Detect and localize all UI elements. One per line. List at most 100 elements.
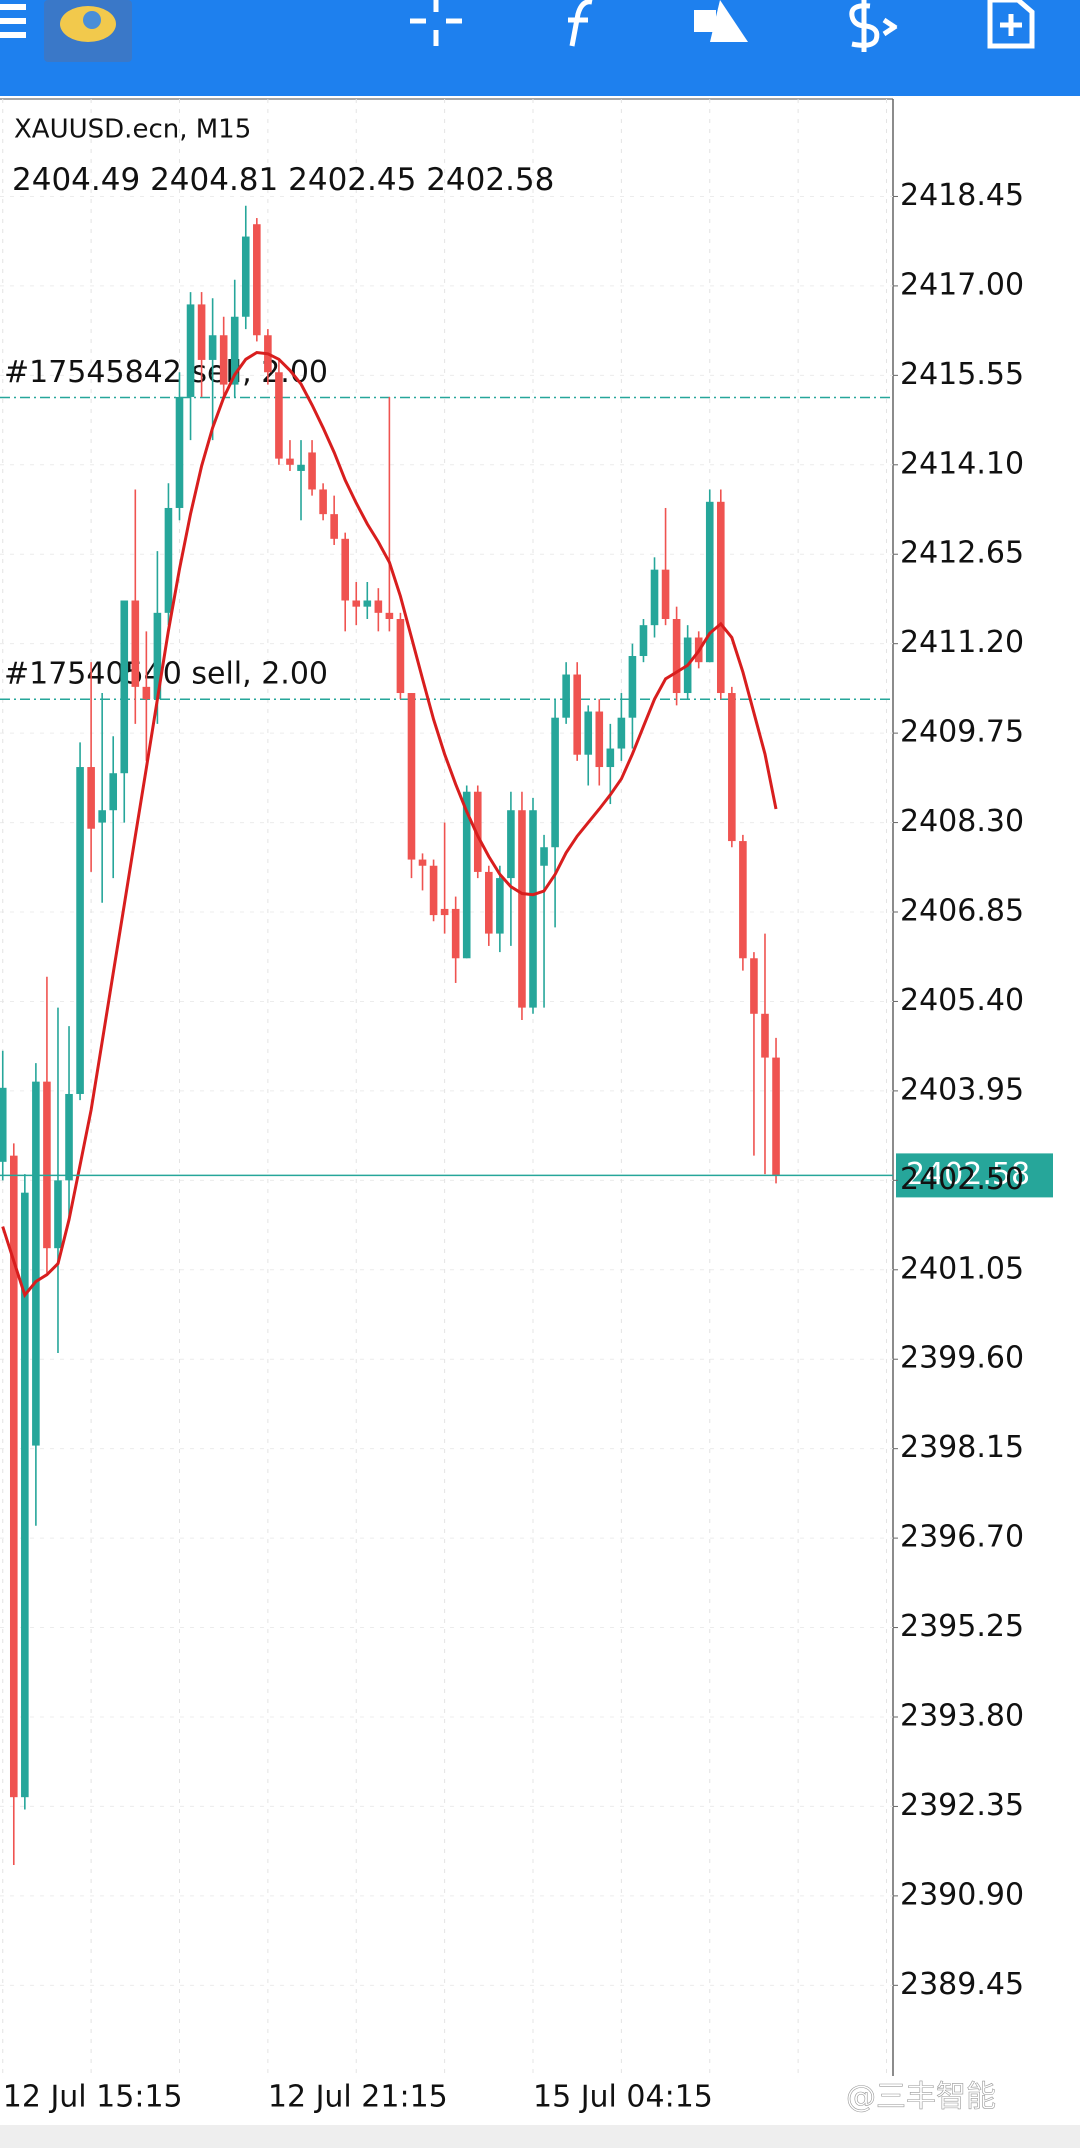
candle-body — [518, 810, 526, 1008]
y-tick-label: 2403.95 — [900, 1072, 1024, 1107]
candle-body — [739, 841, 747, 959]
y-tick-label: 2417.00 — [900, 267, 1024, 302]
overlay: 2402.58 — [0, 1153, 1053, 1198]
candle-body — [109, 773, 118, 811]
candle-body — [440, 908, 449, 916]
candle-body — [595, 711, 604, 768]
candle-body — [241, 236, 250, 317]
candle-body — [617, 717, 626, 749]
y-tick-label: 2402.50 — [900, 1162, 1024, 1197]
candle-body — [32, 1081, 40, 1446]
candle-body — [330, 514, 338, 539]
candle-body — [529, 810, 537, 1008]
candle-body — [639, 625, 648, 657]
indicators-button[interactable] — [568, 0, 593, 47]
y-tick-label: 2412.65 — [900, 536, 1024, 571]
candle-body — [120, 600, 129, 774]
crosshair-button[interactable] — [410, 0, 462, 46]
y-tick-label: 2408.30 — [900, 804, 1024, 839]
candle-body — [462, 791, 471, 959]
candle-body — [230, 316, 239, 385]
trade-button[interactable] — [849, 0, 898, 52]
current-price-box — [896, 1153, 1053, 1198]
candle-body — [363, 600, 372, 607]
y-tick-label: 2398.15 — [900, 1430, 1024, 1465]
app-icon[interactable] — [44, 0, 132, 62]
x-tick-label: 12 Jul 15:15 — [3, 2080, 183, 2115]
candle-body — [451, 908, 460, 959]
y-tick-label: 2405.40 — [900, 983, 1024, 1018]
candle-body — [407, 693, 416, 860]
close-readout: 2402.58 — [426, 162, 554, 198]
candle-body — [385, 612, 394, 620]
open-readout: 2404.49 — [12, 162, 140, 198]
y-tick-label: 2392.35 — [900, 1788, 1024, 1823]
order-label: #17545842 sell, 2.00 — [4, 355, 328, 390]
candle-body — [65, 1093, 73, 1181]
candle-body — [728, 693, 736, 842]
candle-body — [584, 711, 593, 755]
chart-title: XAUUSD.ecn, M15 — [14, 115, 251, 145]
candle-body — [429, 865, 438, 916]
high-readout: 2404.81 — [150, 162, 278, 198]
y-tick-label: 2415.55 — [900, 357, 1024, 392]
candle-body — [253, 224, 261, 336]
candle-body — [716, 501, 725, 694]
y-tick-label: 2406.85 — [900, 894, 1024, 929]
y-tick-label: 2395.25 — [900, 1609, 1024, 1644]
grid — [0, 99, 893, 2076]
x-tick-label: 12 Jul 21:15 — [268, 2080, 448, 2115]
candle-body — [153, 612, 162, 700]
candle-body — [43, 1081, 51, 1249]
low-readout: 2402.45 — [288, 162, 416, 198]
candle-body — [374, 600, 383, 613]
price-axis: 2418.45 2417.00 2415.55 2414.10 2412.65 2411.… — [3, 178, 1024, 2115]
candle-body — [98, 810, 106, 823]
y-tick-label: 2414.10 — [900, 446, 1024, 481]
candle-body — [164, 507, 173, 613]
menu-button[interactable] — [0, 4, 26, 38]
current-price-label: 2402.58 — [906, 1157, 1030, 1192]
candle-body — [275, 372, 283, 459]
y-tick-label: 2418.45 — [900, 178, 1024, 213]
y-tick-label: 2390.90 — [900, 1877, 1024, 1912]
bottom-strip — [0, 2125, 1080, 2148]
candle-body — [308, 452, 316, 490]
new-order-button[interactable] — [987, 0, 1035, 49]
candle-body — [175, 396, 184, 508]
candle-body — [76, 767, 84, 1094]
candle-body — [485, 871, 493, 934]
candle-body — [297, 464, 305, 471]
candle-body — [319, 489, 327, 515]
candle-body — [219, 335, 228, 385]
order-label: #17540540 sell, 2.00 — [4, 657, 328, 692]
y-tick-label: 2393.80 — [900, 1698, 1024, 1733]
candle-body — [606, 748, 615, 768]
candle-body — [54, 1180, 62, 1249]
x-tick-label: 15 Jul 04:15 — [533, 2080, 713, 2115]
candle-body — [186, 304, 195, 397]
candle-body — [496, 878, 504, 934]
watermark-logo — [848, 2084, 876, 2112]
candle-body — [573, 674, 581, 755]
candle-body — [418, 859, 427, 866]
toolbar — [0, 0, 1080, 96]
candle-body — [750, 958, 758, 1014]
candle-body — [661, 569, 670, 620]
objects-button[interactable] — [694, 0, 748, 42]
candle-body — [705, 501, 714, 663]
candle-body — [507, 810, 515, 879]
candle-body — [540, 847, 548, 866]
y-tick-label: 2411.20 — [900, 625, 1024, 660]
order-lines: #17545842 sell, 2.00 #17540540 sell, 2.00 — [0, 355, 893, 700]
watermark: @三丰智能 — [846, 2080, 996, 2115]
candle-body — [142, 686, 151, 700]
y-tick-label: 2401.05 — [900, 1251, 1024, 1286]
candle-body — [761, 1013, 769, 1058]
y-tick-label: 2389.45 — [900, 1967, 1024, 2002]
candle-body — [286, 458, 294, 465]
candle-body — [341, 538, 349, 601]
candle-body — [672, 619, 681, 694]
